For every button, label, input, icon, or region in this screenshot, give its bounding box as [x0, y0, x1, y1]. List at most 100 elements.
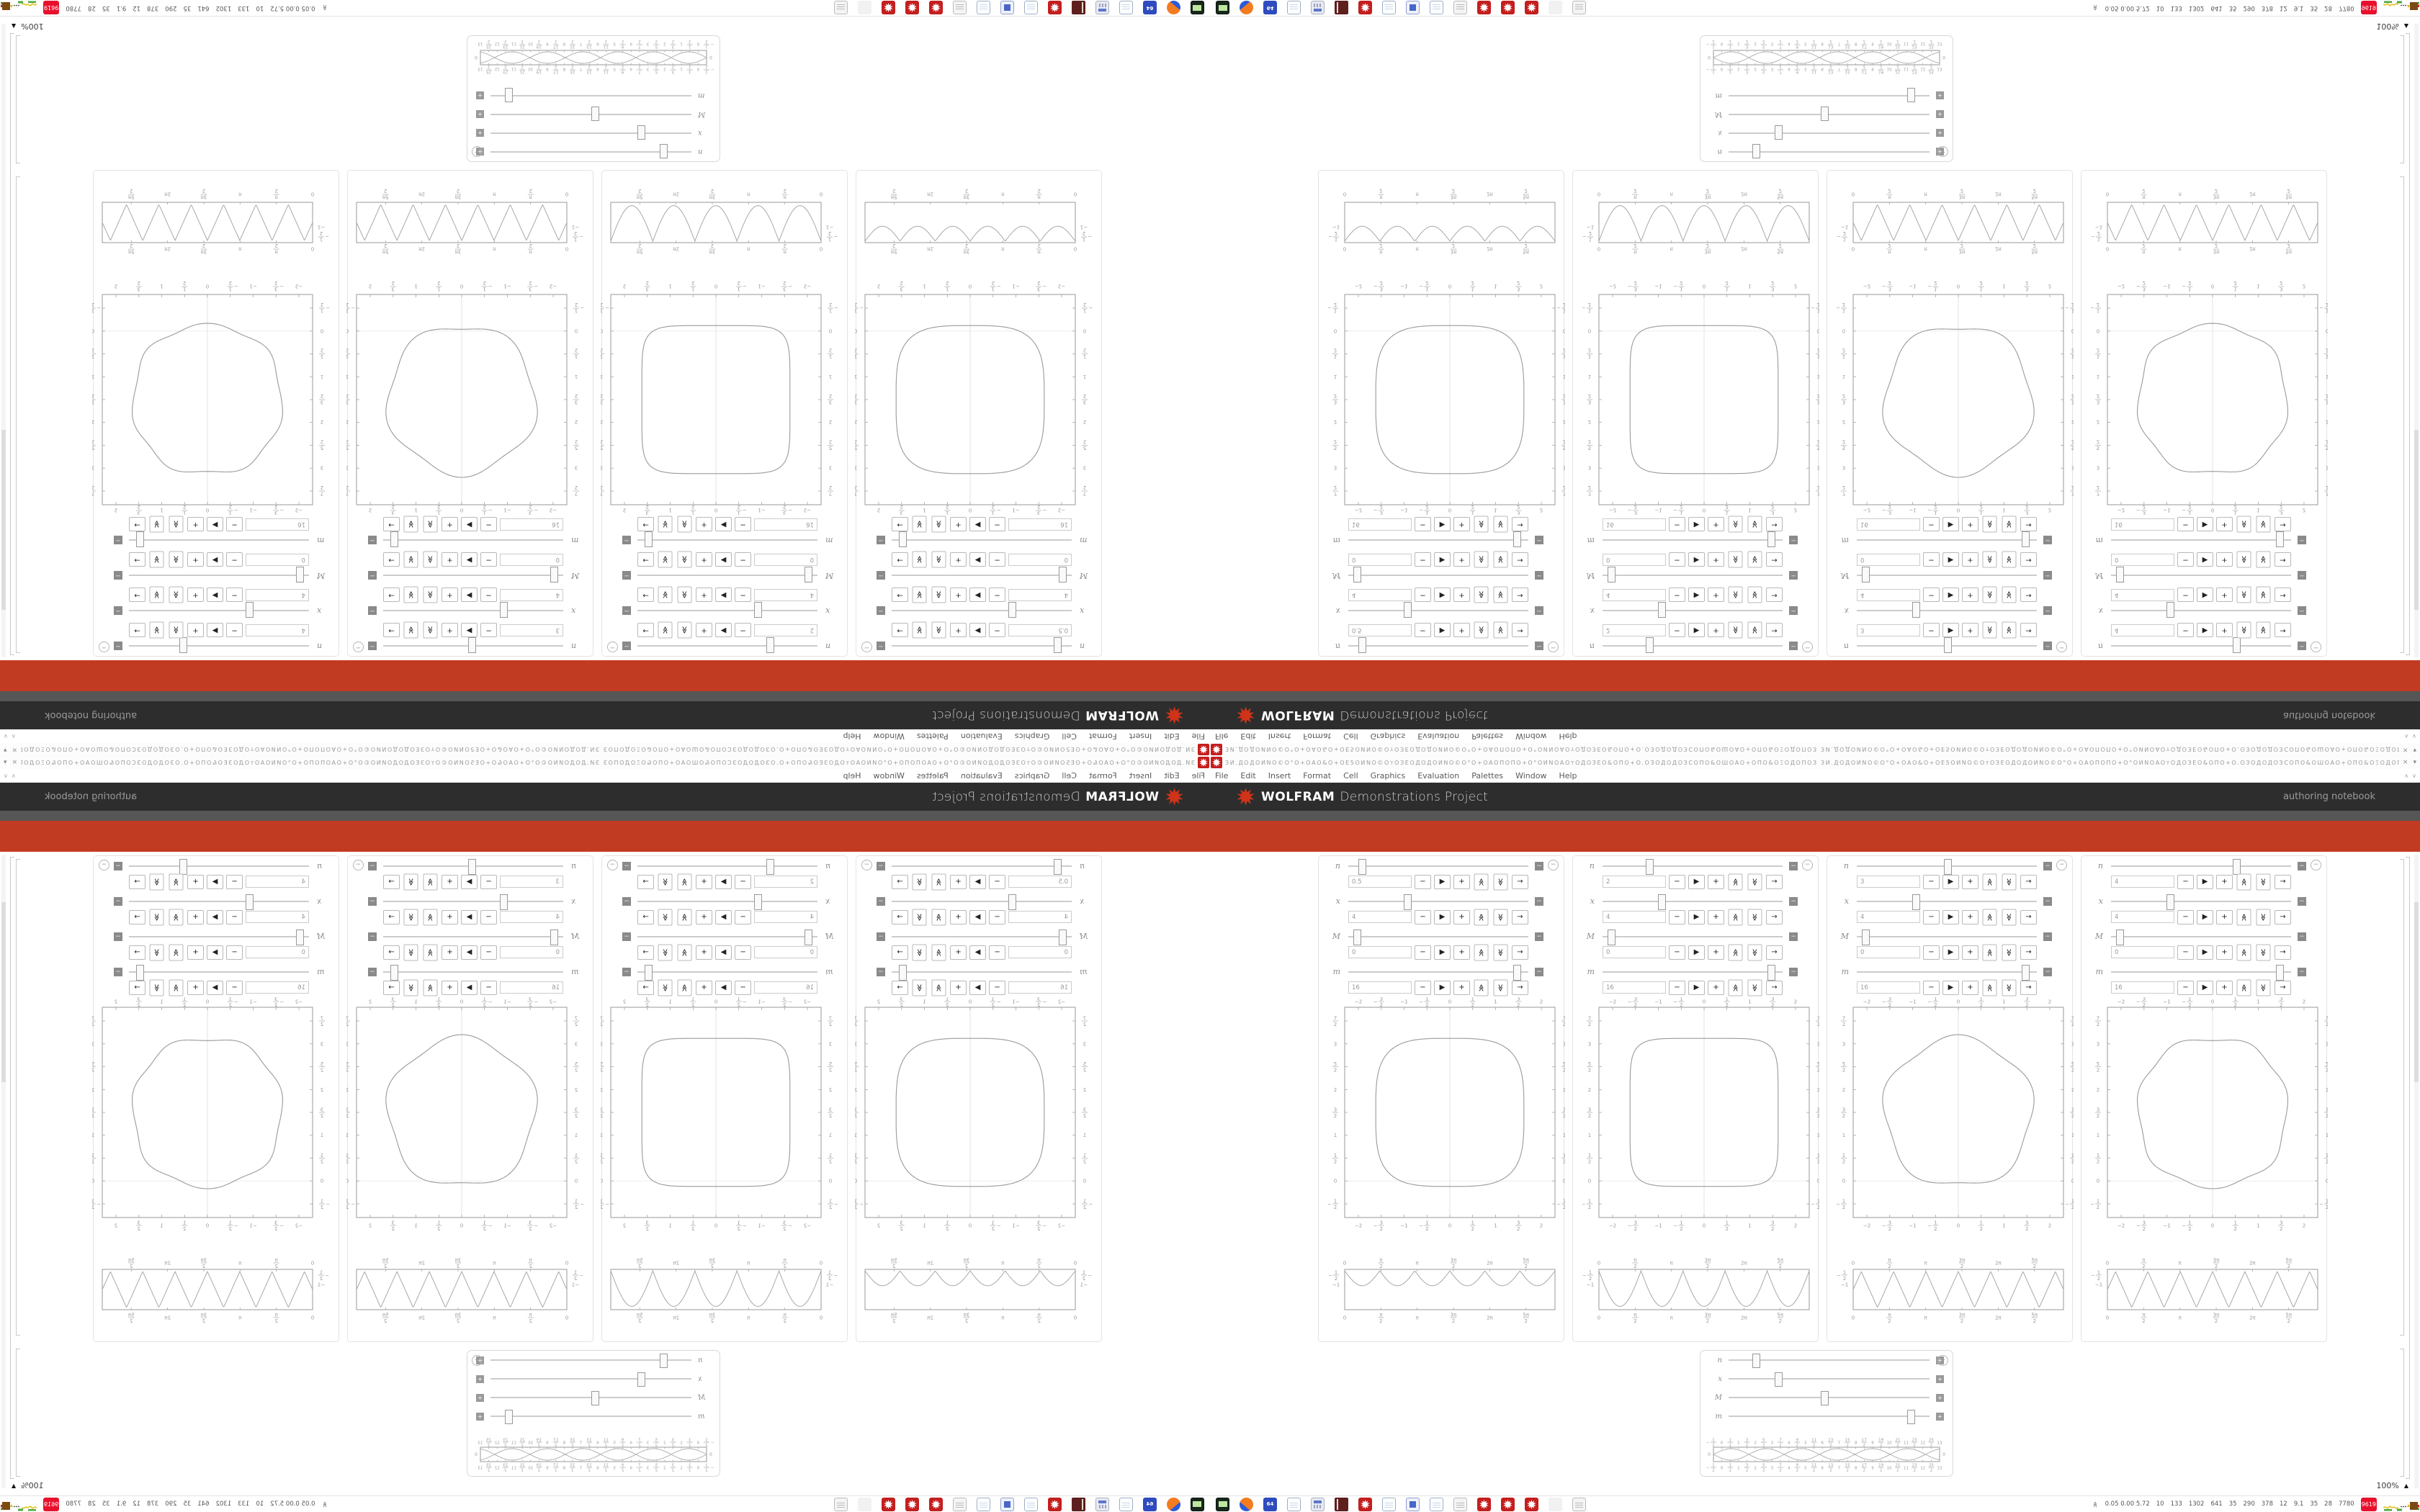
slower-button[interactable]: ≪	[1493, 552, 1508, 568]
slider-thumb[interactable]	[179, 637, 187, 654]
value-field[interactable]: 16	[754, 981, 817, 994]
slider-thumb[interactable]	[2116, 567, 2124, 583]
faster-button[interactable]: ≪	[1474, 552, 1489, 568]
slider-expand-button[interactable]: +	[476, 1412, 484, 1421]
slider-collapse-button[interactable]: −	[1789, 536, 1798, 545]
step-forward-button[interactable]: →	[2275, 552, 2291, 567]
slider-collapse-button[interactable]: −	[2298, 896, 2306, 906]
play-button[interactable]: ▶	[1942, 552, 1959, 567]
slider-expand-button[interactable]: +	[1936, 1412, 1944, 1421]
play-button[interactable]: ▶	[715, 623, 732, 638]
collapse-panel-icon[interactable]: −	[2056, 642, 2067, 652]
slider-thumb[interactable]	[1358, 858, 1366, 875]
play-button[interactable]: ▶	[2197, 945, 2213, 960]
faster-button[interactable]: ≪	[2236, 909, 2251, 925]
slider-expand-button[interactable]: +	[1936, 1393, 1944, 1402]
menu-help[interactable]: Help	[843, 771, 861, 780]
play-button[interactable]: ▶	[969, 945, 986, 960]
cell-bracket-outer[interactable]	[10, 33, 14, 655]
faster-button[interactable]: ≪	[1982, 552, 1997, 568]
slider[interactable]	[2111, 894, 2291, 910]
step-forward-button[interactable]: →	[1766, 623, 1783, 638]
value-field[interactable]: 2	[754, 624, 817, 636]
slider-collapse-button[interactable]: −	[622, 896, 631, 906]
slider-thumb[interactable]	[390, 531, 398, 548]
play-button[interactable]: ▶	[715, 874, 732, 889]
decrement-button[interactable]: −	[1415, 909, 1431, 924]
slider-thumb[interactable]	[1912, 894, 1920, 910]
play-button[interactable]: ▶	[207, 980, 223, 995]
book-icon[interactable]	[1335, 1, 1348, 15]
slider-collapse-button[interactable]: −	[622, 932, 631, 941]
window-tab-strip[interactable]: ЗИ.ДОДОИNО©О°О+ОАО&О+ОЕ5ОИNО©ОтОЗЕОДОДОИ…	[0, 756, 1210, 770]
step-forward-button[interactable]: →	[2275, 945, 2291, 960]
decrement-button[interactable]: −	[1415, 980, 1431, 995]
decrement-button[interactable]: −	[1669, 517, 1685, 532]
play-button[interactable]: ▶	[2197, 874, 2213, 889]
slower-button[interactable]: ≪	[658, 873, 673, 890]
faster-button[interactable]: ≪	[1474, 909, 1489, 925]
scroll-icon[interactable]	[953, 1497, 967, 1511]
slider-thumb[interactable]	[1752, 1354, 1761, 1368]
decrement-button[interactable]: −	[1415, 517, 1431, 532]
mathematica-icon[interactable]	[1048, 1, 1062, 15]
menu-palettes[interactable]: Palettes	[1471, 732, 1504, 741]
slider[interactable]	[2111, 637, 2291, 654]
play-button[interactable]: ▶	[461, 909, 478, 924]
play-button[interactable]: ▶	[207, 517, 223, 532]
play-button[interactable]: ▶	[715, 552, 732, 567]
decrement-button[interactable]: −	[226, 552, 243, 567]
slider[interactable]	[129, 858, 309, 875]
faster-button[interactable]: ≪	[1474, 944, 1489, 960]
scroll-icon[interactable]	[834, 1, 848, 15]
slider[interactable]	[892, 602, 1072, 618]
faster-button[interactable]: ≪	[423, 516, 438, 533]
slider-collapse-button[interactable]: −	[877, 571, 885, 580]
increment-button[interactable]: +	[187, 517, 204, 532]
slider[interactable]	[1603, 567, 1783, 583]
slider-thumb[interactable]	[2276, 531, 2284, 548]
slower-button[interactable]: ≪	[658, 909, 673, 925]
magnification-menu-icon[interactable]: ▲	[12, 23, 17, 30]
slower-button[interactable]: ≪	[403, 516, 418, 533]
collapse-panel-icon[interactable]: −	[99, 860, 109, 870]
faster-button[interactable]: ≪	[169, 587, 184, 603]
collapse-panel-icon[interactable]: −	[2056, 860, 2067, 870]
value-field[interactable]: 4	[2111, 589, 2174, 601]
play-button[interactable]: ▶	[969, 980, 986, 995]
increment-button[interactable]: +	[1453, 588, 1470, 603]
slower-button[interactable]: ≪	[1747, 944, 1762, 960]
play-button[interactable]: ▶	[1434, 552, 1451, 567]
play-button[interactable]: ▶	[715, 945, 732, 960]
slider-thumb[interactable]	[1646, 637, 1654, 654]
increment-button[interactable]: +	[1962, 874, 1978, 889]
slider-collapse-button[interactable]: −	[114, 571, 122, 580]
slower-button[interactable]: ≪	[403, 979, 418, 996]
faster-button[interactable]: ≪	[1982, 979, 1997, 996]
slower-button[interactable]: ≪	[1747, 873, 1762, 890]
play-button[interactable]: ▶	[461, 623, 478, 638]
value-field[interactable]: 0.5	[1008, 624, 1072, 636]
step-forward-button[interactable]: →	[637, 945, 654, 960]
play-button[interactable]: ▶	[969, 623, 986, 638]
step-forward-button[interactable]: →	[2020, 945, 2037, 960]
scroll-icon[interactable]	[834, 1497, 848, 1511]
slider-thumb[interactable]	[899, 531, 907, 548]
window-tab-strip[interactable]: ЗИ.ДОДОИNО©О°О+ОАО&О+ОЕ5ОИNО©ОтОЗЕОДОДОИ…	[1210, 756, 2420, 770]
step-forward-button[interactable]: →	[2275, 588, 2291, 603]
chevron-down-icon[interactable]: ▾	[2413, 758, 2416, 766]
zoom-indicator[interactable]: 100% ▲	[12, 22, 44, 31]
chevron-up-icon[interactable]: ∧	[11, 733, 16, 739]
play-button[interactable]: ▶	[715, 517, 732, 532]
increment-button[interactable]: +	[442, 945, 458, 960]
play-button[interactable]: ▶	[1688, 909, 1705, 924]
book-icon[interactable]	[1072, 1, 1085, 15]
slower-button[interactable]: ≪	[1493, 516, 1508, 533]
play-button[interactable]: ▶	[461, 980, 478, 995]
slider-collapse-button[interactable]: −	[2043, 606, 2052, 616]
faster-button[interactable]: ≪	[1474, 622, 1489, 639]
value-field[interactable]: 4	[246, 876, 309, 888]
terminal-icon[interactable]	[1191, 1, 1204, 15]
menu-format[interactable]: Format	[1303, 771, 1332, 780]
slider[interactable]	[1857, 929, 2037, 945]
